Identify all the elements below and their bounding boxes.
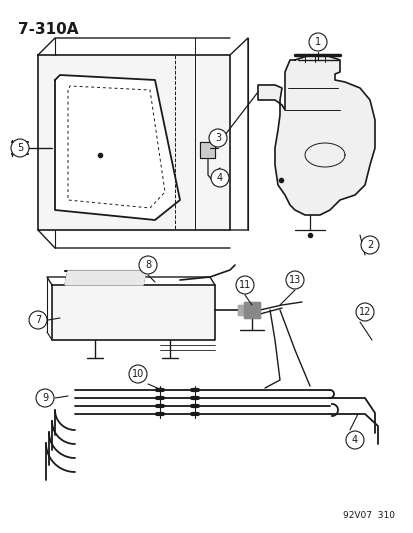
Text: 12: 12 — [358, 307, 370, 317]
Text: 1: 1 — [314, 37, 320, 47]
Text: 11: 11 — [238, 280, 251, 290]
Text: 7: 7 — [35, 315, 41, 325]
Polygon shape — [65, 271, 146, 285]
Circle shape — [355, 303, 373, 321]
Circle shape — [360, 236, 378, 254]
Text: 7-310A: 7-310A — [18, 22, 78, 37]
Circle shape — [235, 276, 254, 294]
Text: 8: 8 — [145, 260, 151, 270]
Circle shape — [36, 389, 54, 407]
Circle shape — [285, 271, 303, 289]
Circle shape — [211, 169, 228, 187]
Polygon shape — [199, 142, 214, 158]
Polygon shape — [52, 285, 214, 340]
Text: 10: 10 — [132, 369, 144, 379]
Text: 3: 3 — [214, 133, 221, 143]
Polygon shape — [243, 302, 259, 318]
Polygon shape — [237, 305, 252, 315]
Text: 4: 4 — [351, 435, 357, 445]
Circle shape — [345, 431, 363, 449]
Text: 92V07  310: 92V07 310 — [342, 511, 394, 520]
Text: 13: 13 — [288, 275, 300, 285]
Text: 2: 2 — [366, 240, 372, 250]
Polygon shape — [257, 55, 374, 215]
Circle shape — [29, 311, 47, 329]
Circle shape — [139, 256, 157, 274]
Text: 4: 4 — [216, 173, 223, 183]
Polygon shape — [38, 55, 230, 230]
Text: 9: 9 — [42, 393, 48, 403]
Polygon shape — [55, 75, 180, 220]
Circle shape — [11, 139, 29, 157]
Circle shape — [129, 365, 147, 383]
Text: 5: 5 — [17, 143, 23, 153]
Circle shape — [308, 33, 326, 51]
Circle shape — [209, 129, 226, 147]
